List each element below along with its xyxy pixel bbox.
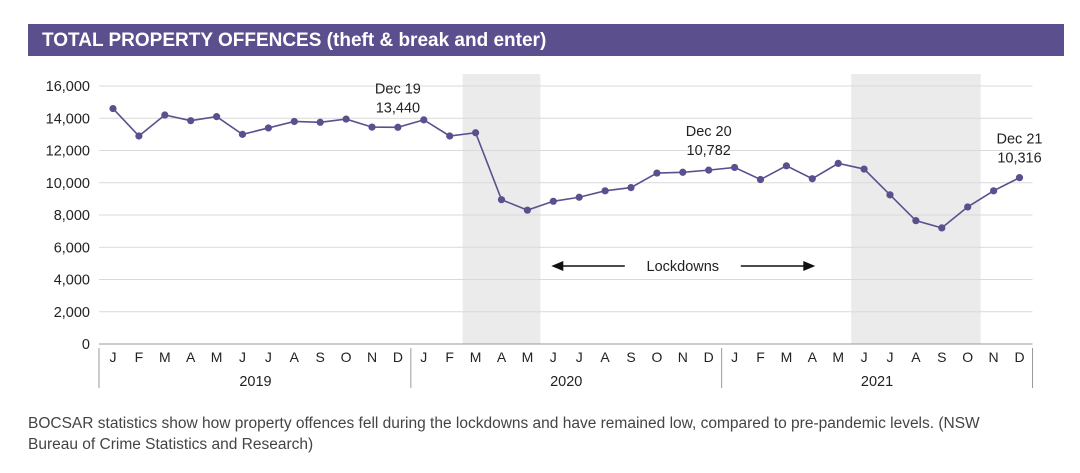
lockdowns-label: Lockdowns bbox=[647, 259, 720, 275]
x-month-label: F bbox=[756, 349, 765, 365]
x-month-label: J bbox=[550, 349, 557, 365]
data-point bbox=[523, 206, 532, 214]
data-point bbox=[1015, 174, 1024, 182]
data-point bbox=[938, 224, 946, 232]
data-point bbox=[316, 118, 324, 126]
y-tick-label: 4,000 bbox=[54, 273, 90, 289]
x-month-label: J bbox=[861, 349, 868, 365]
annotation-value: 10,782 bbox=[687, 143, 731, 159]
data-point bbox=[161, 111, 169, 119]
y-tick-label: 0 bbox=[82, 337, 90, 353]
data-point bbox=[679, 168, 687, 176]
y-tick-label: 12,000 bbox=[46, 144, 90, 160]
x-month-label: D bbox=[704, 349, 714, 365]
x-month-label: J bbox=[576, 349, 583, 365]
x-month-label: N bbox=[367, 349, 377, 365]
data-point bbox=[653, 169, 661, 177]
annotation-value: 10,316 bbox=[997, 151, 1041, 167]
x-month-label: J bbox=[420, 349, 427, 365]
x-month-label: M bbox=[781, 349, 793, 365]
y-tick-label: 2,000 bbox=[54, 305, 90, 321]
x-month-label: J bbox=[887, 349, 894, 365]
data-point bbox=[601, 187, 609, 195]
data-point bbox=[109, 104, 117, 113]
data-point bbox=[705, 166, 713, 174]
data-point bbox=[187, 117, 195, 125]
x-month-label: F bbox=[445, 349, 454, 365]
left-arrow-head bbox=[551, 261, 564, 271]
lockdown-shading-2 bbox=[851, 74, 981, 344]
year-label: 2020 bbox=[550, 374, 582, 390]
data-point bbox=[420, 116, 428, 124]
y-tick-label: 14,000 bbox=[46, 111, 90, 127]
data-point bbox=[549, 197, 557, 205]
data-point bbox=[213, 113, 221, 121]
y-tick-label: 6,000 bbox=[54, 240, 90, 256]
x-month-label: D bbox=[1014, 349, 1024, 365]
x-month-label: N bbox=[678, 349, 688, 365]
x-month-label: N bbox=[989, 349, 999, 365]
data-series-line bbox=[112, 108, 1020, 229]
x-month-label: A bbox=[600, 349, 610, 365]
x-month-label: A bbox=[186, 349, 196, 365]
x-month-label: J bbox=[110, 349, 117, 365]
data-point bbox=[264, 124, 272, 132]
data-point bbox=[782, 162, 791, 170]
x-month-label: O bbox=[962, 349, 973, 365]
x-month-label: M bbox=[211, 349, 223, 365]
x-month-label: J bbox=[265, 349, 272, 365]
x-month-label: A bbox=[290, 349, 300, 365]
annotation-label: Dec 20 bbox=[686, 124, 732, 140]
right-arrow-head bbox=[803, 261, 816, 271]
x-month-label: J bbox=[239, 349, 246, 365]
annotation-value: 13,440 bbox=[376, 100, 420, 116]
x-month-label: M bbox=[159, 349, 171, 365]
data-point bbox=[731, 163, 739, 172]
data-point bbox=[290, 117, 298, 126]
x-month-label: S bbox=[626, 349, 635, 365]
x-month-label: M bbox=[832, 349, 844, 365]
data-point bbox=[342, 115, 350, 123]
x-month-label: D bbox=[393, 349, 403, 365]
data-point bbox=[886, 191, 894, 199]
y-tick-label: 10,000 bbox=[46, 176, 90, 192]
data-point bbox=[497, 196, 506, 204]
data-point bbox=[368, 123, 376, 131]
data-point bbox=[912, 217, 920, 225]
x-month-label: A bbox=[808, 349, 818, 365]
y-tick-label: 8,000 bbox=[54, 208, 90, 224]
x-month-label: M bbox=[470, 349, 482, 365]
x-month-label: A bbox=[911, 349, 921, 365]
chart-title: TOTAL PROPERTY OFFENCES (theft & break a… bbox=[42, 30, 547, 51]
data-point bbox=[394, 123, 402, 131]
data-point bbox=[472, 129, 480, 137]
caption: BOCSAR statistics show how property offe… bbox=[28, 415, 980, 453]
x-month-label: S bbox=[316, 349, 325, 365]
data-point bbox=[756, 175, 765, 184]
x-month-label: A bbox=[497, 349, 507, 365]
x-month-label: M bbox=[522, 349, 534, 365]
x-month-label: O bbox=[341, 349, 352, 365]
property-offences-chart: 0 2,000 4,000 6,000 8,000 10,000 12,000 14,000 1… bbox=[46, 74, 1043, 390]
year-label: 2021 bbox=[861, 374, 893, 390]
annotation-label: Dec 19 bbox=[375, 81, 421, 97]
data-point bbox=[834, 159, 842, 167]
data-point bbox=[627, 183, 635, 192]
annotation-label: Dec 21 bbox=[997, 132, 1043, 148]
chart-title-bar: TOTAL PROPERTY OFFENCES (theft & break a… bbox=[28, 24, 1064, 56]
y-tick-label: 16,000 bbox=[46, 79, 90, 95]
data-point bbox=[575, 193, 583, 201]
x-month-label: O bbox=[651, 349, 662, 365]
year-label: 2019 bbox=[239, 374, 271, 390]
data-point bbox=[860, 165, 868, 173]
data-point bbox=[446, 132, 454, 140]
data-point bbox=[808, 175, 816, 183]
data-point bbox=[238, 130, 247, 138]
x-month-label: S bbox=[937, 349, 946, 365]
data-point bbox=[964, 203, 972, 211]
x-month-label: F bbox=[135, 349, 144, 365]
data-point bbox=[135, 132, 143, 140]
data-point bbox=[990, 187, 998, 195]
x-month-label: J bbox=[731, 349, 738, 365]
